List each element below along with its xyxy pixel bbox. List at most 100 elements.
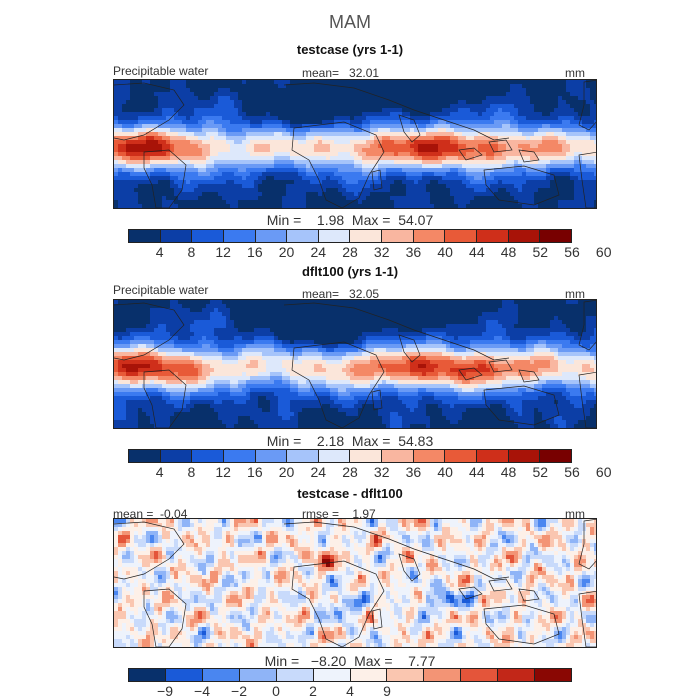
colorbar-swatch — [287, 230, 319, 242]
colorbar-tick-label: 2 — [309, 683, 317, 699]
panel-1-map — [113, 79, 597, 209]
panel-2-variable-label: Precipitable water — [113, 283, 209, 297]
panel-1-colorbar — [128, 229, 572, 243]
colorbar-tick-label: 8 — [187, 464, 196, 480]
colorbar-tick-label: 32 — [373, 244, 390, 260]
colorbar-tick-label: 16 — [247, 244, 263, 260]
panel-3-rmse-label: rmse = 1.97 — [302, 507, 376, 521]
colorbar-tick-label: 40 — [437, 464, 453, 480]
colorbar-swatch — [477, 450, 509, 462]
colorbar-swatch — [382, 230, 414, 242]
panel-2-colorbar — [128, 449, 572, 463]
colorbar-tick-label: 48 — [500, 464, 517, 480]
panel-3-mean-label: mean = -0.04 — [113, 507, 188, 521]
colorbar-tick-label: 4 — [346, 683, 354, 699]
colorbar-tick-label: 32 — [373, 464, 390, 480]
colorbar-tick-label: 28 — [342, 464, 358, 480]
colorbar-tick-label: 56 — [564, 244, 580, 260]
colorbar-tick-label: −2 — [231, 683, 247, 699]
colorbar-swatch — [255, 450, 288, 462]
colorbar-tick-label: −4 — [194, 683, 210, 699]
colorbar-tick-label: 20 — [278, 464, 295, 480]
panel-2-units-label: mm — [565, 287, 585, 301]
colorbar-swatch — [540, 230, 571, 242]
colorbar-swatch — [202, 669, 240, 681]
panel-2-map-canvas — [114, 300, 596, 428]
colorbar-swatch — [413, 450, 446, 462]
colorbar-tick-label: 8 — [187, 244, 196, 260]
colorbar-tick-label: 4 — [155, 244, 164, 260]
colorbar-swatch — [318, 230, 351, 242]
colorbar-tick-label: 40 — [437, 244, 453, 260]
colorbar-tick-label: 60 — [595, 244, 612, 260]
colorbar-tick-label: 9 — [383, 683, 391, 699]
colorbar-swatch — [387, 669, 425, 681]
colorbar-tick-label: 52 — [532, 464, 549, 480]
panel-1-map-canvas — [114, 80, 596, 208]
colorbar-swatch — [350, 450, 383, 462]
colorbar-swatch — [445, 230, 478, 242]
panel-3-title: testcase - dflt100 — [297, 486, 403, 501]
colorbar-swatch — [287, 450, 319, 462]
panel-3-colorbar — [128, 668, 572, 682]
season-title: MAM — [329, 12, 371, 32]
colorbar-swatch — [165, 669, 203, 681]
colorbar-swatch — [461, 669, 499, 681]
colorbar-swatch — [255, 230, 288, 242]
colorbar-tick-label: 36 — [405, 464, 422, 480]
colorbar-swatch — [535, 669, 572, 681]
colorbar-swatch — [129, 450, 161, 462]
panel-1-title: testcase (yrs 1-1) — [296, 42, 404, 57]
colorbar-swatch — [223, 450, 256, 462]
colorbar-swatch — [313, 669, 351, 681]
colorbar-swatch — [540, 450, 571, 462]
colorbar-tick-label: 44 — [469, 464, 485, 480]
panel-1-minmax: Min = 1.98 Max = 54.07 — [266, 212, 434, 228]
colorbar-tick-label: 52 — [532, 244, 549, 260]
panel-2-minmax: Min = 2.18 Max = 54.83 — [266, 433, 434, 449]
colorbar-swatch — [276, 669, 314, 681]
colorbar-tick-label: 48 — [500, 244, 517, 260]
colorbar-tick-label: 12 — [215, 244, 231, 260]
panel-2-title: dflt100 (yrs 1-1) — [301, 264, 399, 279]
colorbar-swatch — [129, 669, 166, 681]
panel-3-minmax: Min = −8.20 Max = 7.77 — [264, 653, 436, 669]
panel-2-map — [113, 299, 597, 429]
colorbar-tick-label: 20 — [278, 244, 295, 260]
colorbar-swatch — [382, 450, 414, 462]
colorbar-swatch — [318, 450, 351, 462]
colorbar-swatch — [508, 230, 541, 242]
panel-1-units-label: mm — [565, 66, 585, 80]
colorbar-swatch — [192, 230, 224, 242]
colorbar-swatch — [239, 669, 277, 681]
colorbar-swatch — [129, 230, 161, 242]
colorbar-tick-label: 0 — [272, 683, 280, 699]
panel-2-mean-label: mean= 32.05 — [302, 287, 380, 301]
colorbar-swatch — [445, 450, 478, 462]
colorbar-tick-label: 24 — [310, 464, 327, 480]
colorbar-tick-label: 16 — [247, 464, 263, 480]
panel-1-variable-label: Precipitable water — [113, 64, 209, 78]
panel-3-map-canvas — [114, 519, 596, 647]
colorbar-tick-label: 24 — [310, 244, 327, 260]
colorbar-tick-label: 12 — [215, 464, 231, 480]
colorbar-tick-label: 60 — [595, 464, 612, 480]
panel-3-map — [113, 518, 597, 648]
colorbar-tick-label: 4 — [155, 464, 164, 480]
colorbar-swatch — [508, 450, 541, 462]
colorbar-swatch — [160, 230, 193, 242]
colorbar-swatch — [498, 669, 536, 681]
colorbar-swatch — [192, 450, 224, 462]
colorbar-swatch — [424, 669, 462, 681]
panel-1-mean-label: mean= 32.01 — [302, 66, 380, 80]
colorbar-swatch — [160, 450, 193, 462]
colorbar-tick-label: 28 — [342, 244, 358, 260]
colorbar-swatch — [350, 230, 383, 242]
colorbar-swatch — [223, 230, 256, 242]
colorbar-tick-label: 44 — [469, 244, 485, 260]
colorbar-swatch — [477, 230, 509, 242]
colorbar-tick-label: 36 — [405, 244, 422, 260]
colorbar-swatch — [413, 230, 446, 242]
colorbar-tick-label: −9 — [157, 683, 173, 699]
panel-3-units-label: mm — [565, 507, 585, 521]
